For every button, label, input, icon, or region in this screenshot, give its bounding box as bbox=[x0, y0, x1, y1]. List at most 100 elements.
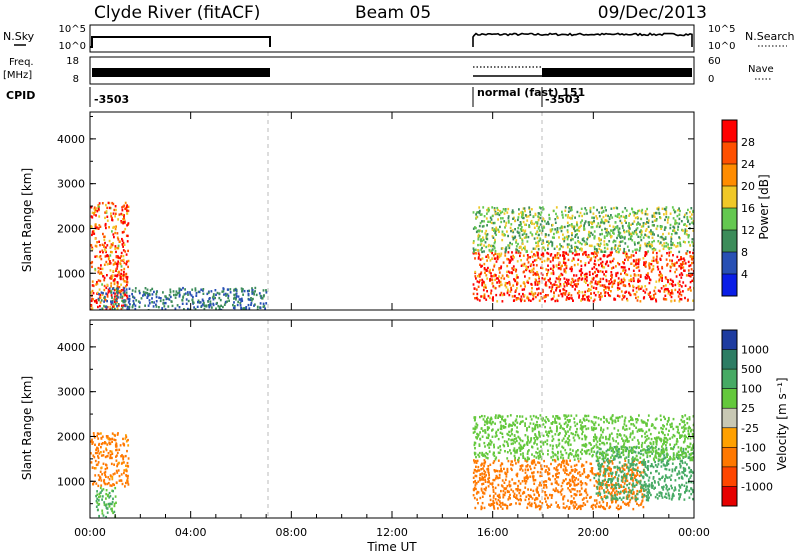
velocity-cell bbox=[654, 437, 656, 439]
power-cell bbox=[176, 290, 178, 292]
power-cell bbox=[507, 292, 509, 294]
power-cell bbox=[609, 225, 611, 227]
velocity-cell bbox=[97, 437, 99, 439]
velocity-cell bbox=[495, 498, 497, 500]
power-cell bbox=[508, 217, 510, 219]
power-cell bbox=[185, 292, 187, 294]
velocity-cell bbox=[568, 474, 570, 476]
power-cell bbox=[539, 230, 541, 232]
power-cell bbox=[128, 301, 130, 303]
velocity-cell bbox=[661, 465, 663, 467]
power-cell bbox=[492, 245, 494, 247]
power-cell bbox=[563, 240, 565, 242]
power-cell bbox=[681, 258, 683, 260]
power-cell bbox=[686, 274, 688, 276]
velocity-cell bbox=[642, 477, 644, 479]
velocity-cell bbox=[502, 508, 504, 510]
power-cell bbox=[604, 228, 606, 230]
velocity-cell bbox=[629, 436, 631, 438]
velocity-cell bbox=[499, 474, 501, 476]
power-cell bbox=[686, 225, 688, 227]
power-cell bbox=[598, 259, 600, 261]
velocity-cell bbox=[547, 453, 549, 455]
power-cell bbox=[493, 265, 495, 267]
velocity-cell bbox=[98, 515, 100, 517]
power-cell bbox=[123, 255, 125, 257]
power-cell bbox=[668, 252, 670, 254]
power-cell bbox=[621, 281, 623, 283]
power-cell bbox=[265, 302, 267, 304]
velocity-cell bbox=[502, 496, 504, 498]
power-cell bbox=[559, 278, 561, 280]
velocity-cell bbox=[640, 453, 642, 455]
velocity-cell bbox=[547, 506, 549, 508]
power-cell bbox=[113, 292, 115, 294]
power-cell bbox=[199, 291, 201, 293]
power-cell bbox=[263, 289, 265, 291]
power-cell bbox=[480, 258, 482, 260]
velocity-cell bbox=[563, 447, 565, 449]
power-cell bbox=[672, 264, 674, 266]
velocity-cell bbox=[574, 471, 576, 473]
velocity-cell bbox=[628, 461, 630, 463]
velocity-cell bbox=[495, 492, 497, 494]
velocity-cell bbox=[608, 484, 610, 486]
velocity-cell bbox=[103, 480, 105, 482]
velocity-cell bbox=[96, 490, 98, 492]
power-cell bbox=[667, 281, 669, 283]
velocity-cell bbox=[108, 503, 110, 505]
power-cell bbox=[565, 262, 567, 264]
power-cell bbox=[94, 268, 96, 270]
velocity-cell bbox=[550, 463, 552, 465]
velocity-cell bbox=[678, 451, 680, 453]
velocity-cell bbox=[521, 464, 523, 466]
power-cell bbox=[566, 253, 568, 255]
power-cell bbox=[648, 241, 650, 243]
power-cell bbox=[518, 216, 520, 218]
power-cell bbox=[601, 218, 603, 220]
power-cell bbox=[115, 251, 117, 253]
velocity-cell bbox=[100, 492, 102, 494]
velocity-cell bbox=[127, 444, 129, 446]
velocity-cell bbox=[487, 465, 489, 467]
power-cell bbox=[588, 290, 590, 292]
power-cell bbox=[691, 268, 693, 270]
power-cell bbox=[538, 234, 540, 236]
power-cell bbox=[135, 299, 137, 301]
power-cell bbox=[511, 243, 513, 245]
power-cell bbox=[555, 222, 557, 224]
velocity-cell bbox=[674, 486, 676, 488]
power-cell bbox=[516, 245, 518, 247]
power-cell bbox=[633, 260, 635, 262]
power-cell bbox=[562, 238, 564, 240]
velocity-cell bbox=[651, 482, 653, 484]
velocity-cell bbox=[509, 494, 511, 496]
power-cell bbox=[565, 292, 567, 294]
power-cell bbox=[653, 265, 655, 267]
power-cell bbox=[536, 271, 538, 273]
power-cell bbox=[586, 276, 588, 278]
power-cell bbox=[202, 288, 204, 290]
power-cell bbox=[500, 281, 502, 283]
velocity-cell bbox=[109, 503, 111, 505]
power-cell bbox=[139, 292, 141, 294]
power-cell bbox=[489, 279, 491, 281]
velocity-cell bbox=[115, 444, 117, 446]
velocity-cell bbox=[632, 488, 634, 490]
power-cell bbox=[499, 285, 501, 287]
velocity-cell bbox=[683, 450, 685, 452]
power-cell bbox=[680, 276, 682, 278]
power-cell bbox=[146, 297, 148, 299]
power-cell bbox=[92, 230, 94, 232]
velocity-cell bbox=[573, 476, 575, 478]
power-cell bbox=[630, 236, 632, 238]
velocity-cell bbox=[624, 420, 626, 422]
power-cell bbox=[610, 271, 612, 273]
velocity-cell bbox=[113, 511, 115, 513]
power-cell bbox=[603, 216, 605, 218]
velocity-cell bbox=[558, 506, 560, 508]
power-cell bbox=[587, 284, 589, 286]
power-cell bbox=[101, 299, 103, 301]
power-cell bbox=[473, 228, 475, 230]
power-cell bbox=[491, 278, 493, 280]
